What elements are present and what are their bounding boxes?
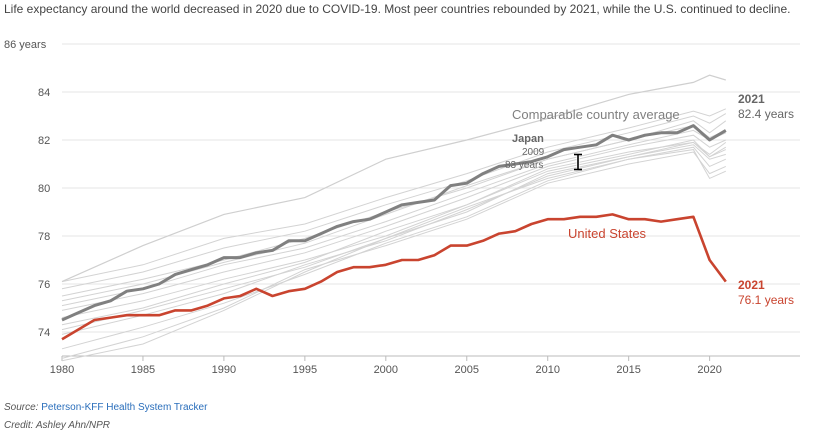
y-tick-label-78: 78 [38,231,50,243]
us-line [61,213,727,341]
peer-country-line-9 [61,151,727,359]
x-tick-label-2000: 2000 [374,364,398,376]
peer-country-line-3 [61,120,727,297]
peer-country-line-10 [61,149,727,362]
x-tick-label-1985: 1985 [131,364,155,376]
y-tick-label-76: 76 [38,279,50,291]
us-series-line [61,213,727,341]
y-tick-label-84: 84 [38,87,50,99]
life-expectancy-chart: 74 76 78 80 82 84 1980 1985 1990 1995 2000 2005 201… [4,39,800,376]
peer-country-lines [61,108,727,362]
peer-country-line-6 [61,144,726,331]
peer-country-line-4 [61,134,727,311]
us-series-label: United States [568,226,647,241]
us-end-value: 76.1 years [738,293,794,307]
y-tick-label-80: 80 [38,183,50,195]
text-cursor-icon [574,153,582,171]
x-tick-label-2015: 2015 [616,364,640,376]
x-tick-label-1990: 1990 [212,364,236,376]
x-tick-label-1995: 1995 [293,364,317,376]
x-tick-label-2005: 2005 [455,364,479,376]
japan-series-line [61,74,726,283]
peer-country-line-8 [61,146,727,350]
peer-country-line-12 [61,129,727,307]
average-end-year: 2021 [738,92,765,106]
average-line [61,124,727,322]
average-series-line [61,124,727,322]
average-end-value: 82.4 years [738,107,794,121]
chart-subtitle: Life expectancy around the world decreas… [4,2,791,16]
x-tick-label-2010: 2010 [535,364,559,376]
peer-country-line-11 [61,141,727,326]
japan-line [61,74,726,283]
y-axis-ticks: 74 76 78 80 82 84 [38,87,50,339]
gridlines [62,43,800,357]
footer-source: Source: Peterson-KFF Health System Track… [4,402,207,413]
y-tick-label-74: 74 [38,327,50,339]
source-link[interactable]: Peterson-KFF Health System Tracker [41,402,208,413]
peer-country-line-7 [61,141,727,335]
x-tick-label-1980: 1980 [50,364,74,376]
y-tick-label-82: 82 [38,135,50,147]
x-axis-ticks: 1980 1985 1990 1995 2000 2005 2010 2015 2020 [50,356,722,376]
japan-name-label: Japan [512,133,544,145]
x-tick-label-2020: 2020 [697,364,721,376]
footer-credit: Credit: Ashley Ahn/NPR [4,420,110,431]
average-series-label: Comparable country average [512,107,680,122]
source-label: Source: [4,402,39,413]
peer-country-line-2 [61,113,727,290]
peer-country-line-1 [61,108,727,283]
japan-value-label: 83 years [505,160,543,171]
us-end-year: 2021 [738,278,765,292]
y-top-label: 86 years [4,39,47,51]
japan-year-label: 2009 [522,147,545,158]
